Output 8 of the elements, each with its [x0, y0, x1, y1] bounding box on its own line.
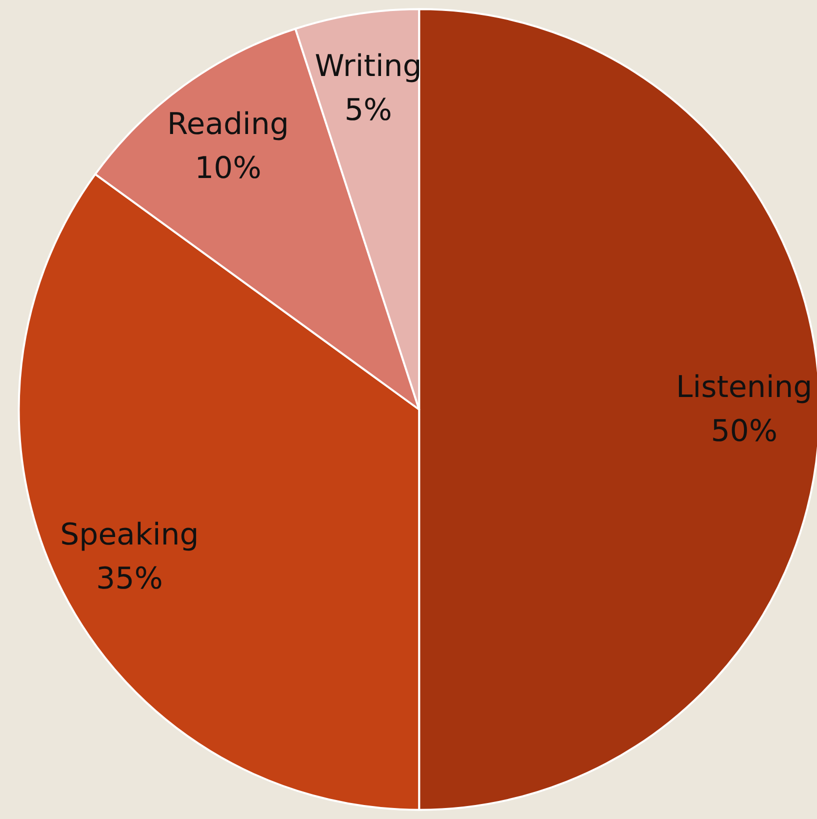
slice-label: Listening [676, 370, 812, 405]
slice-label: Writing [314, 48, 422, 84]
data-label: 50% [710, 414, 778, 449]
data-label: 10% [194, 151, 262, 186]
slice-label: Speaking [60, 518, 199, 553]
data-label: 35% [96, 562, 163, 597]
data-label: 5% [344, 92, 392, 128]
slice-label: Reading [167, 107, 289, 142]
